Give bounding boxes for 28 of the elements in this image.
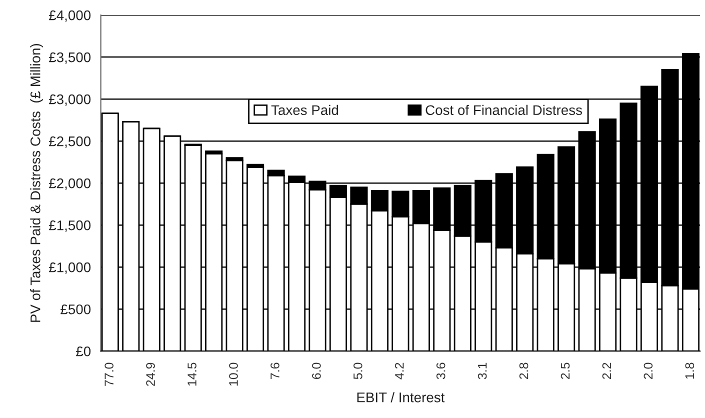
y-tick-label: £2,000 [49,178,91,190]
x-tick-label: 6.0 [312,362,321,379]
x-tick-label: 2.8 [519,362,528,379]
y-tick-label: £1,000 [49,262,91,274]
x-tick-label: 77.0 [104,362,114,386]
y-tick-label: £2,500 [49,136,91,148]
x-tick-label: 2.2 [602,362,612,379]
x-tick-label: 3.6 [436,362,446,380]
y-tick-label: £1,500 [49,220,91,232]
x-tick-label: 2.5 [560,362,570,379]
y-tick-label: £3,500 [49,52,91,64]
x-tick-label: 24.9 [146,362,155,386]
x-tick-label: 4.2 [394,362,404,380]
x-tick-label: 10.0 [229,362,238,386]
x-tick-label: 1.8 [685,362,694,379]
x-tick-label: 14.5 [188,362,196,386]
legend-label: Taxes Paid [271,104,338,116]
x-tick-label: 2.0 [644,362,653,379]
y-axis-title: PV of Taxes Paid & Distress Costs (£ Million) [30,44,44,322]
legend-label: Cost of Financial Distress [426,104,582,116]
x-tick-label: 5.0 [353,362,362,380]
y-tick-label: £4,000 [49,10,91,22]
y-tick-label: £3,000 [49,94,91,106]
x-tick-label: 3.1 [478,362,487,380]
x-tick-label: 7.6 [270,362,280,379]
y-tick-label: £500 [60,304,91,314]
x-axis-title: EBIT / Interest [357,392,445,402]
y-tick-label: £0 [76,346,91,356]
